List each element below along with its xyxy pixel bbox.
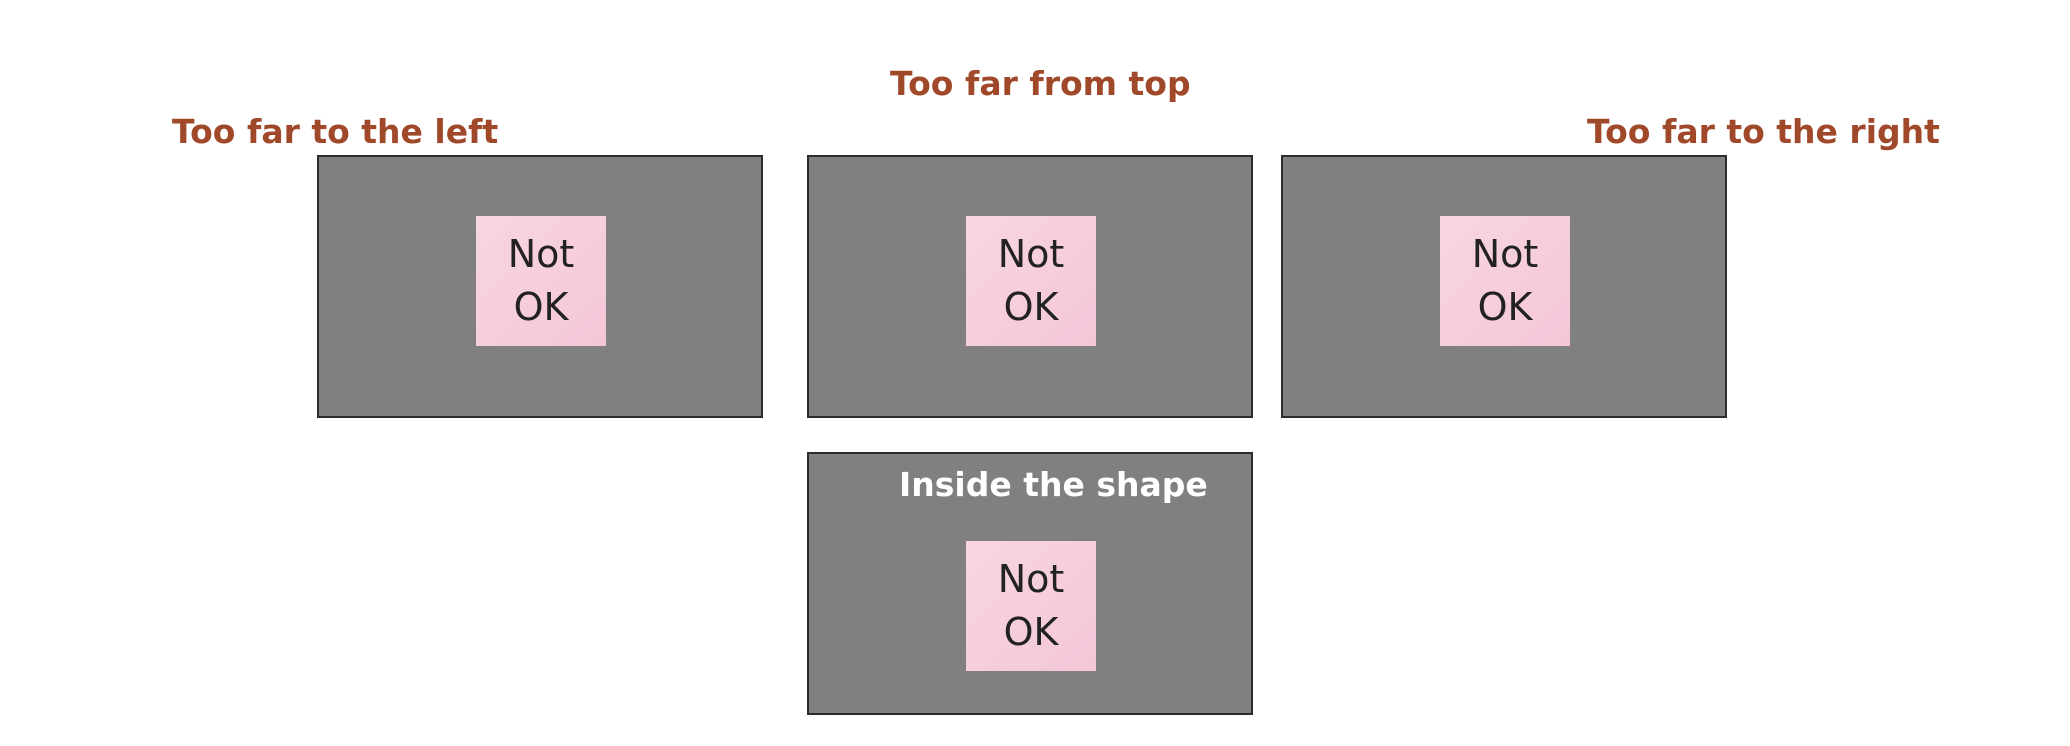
shape-panel-bottom: Inside the shape Not OK <box>807 452 1253 715</box>
caption-inside-the-shape: Inside the shape <box>899 465 1208 504</box>
shape-panel-right: Not OK <box>1281 155 1727 418</box>
sticky-note-text-line2: OK <box>1003 285 1059 329</box>
shape-panel-middle: Not OK <box>807 155 1253 418</box>
sticky-note-text-line2: OK <box>1477 285 1533 329</box>
sticky-note-left[interactable]: Not OK <box>476 216 606 346</box>
sticky-note-middle[interactable]: Not OK <box>966 216 1096 346</box>
sticky-note-text-line1: Not <box>1471 232 1539 276</box>
sticky-note-text-line2: OK <box>513 285 569 329</box>
shape-panel-left: Not OK <box>317 155 763 418</box>
caption-too-far-left: Too far to the left <box>172 112 499 151</box>
sticky-note-bottom[interactable]: Not OK <box>966 541 1096 671</box>
caption-too-far-from-top: Too far from top <box>890 64 1191 103</box>
sticky-note-text-line1: Not <box>507 232 575 276</box>
sticky-note-text-line2: OK <box>1003 610 1059 654</box>
sticky-note-text-line1: Not <box>997 557 1065 601</box>
sticky-note-right[interactable]: Not OK <box>1440 216 1570 346</box>
caption-too-far-right: Too far to the right <box>1587 112 1940 151</box>
sticky-note-text-line1: Not <box>997 232 1065 276</box>
